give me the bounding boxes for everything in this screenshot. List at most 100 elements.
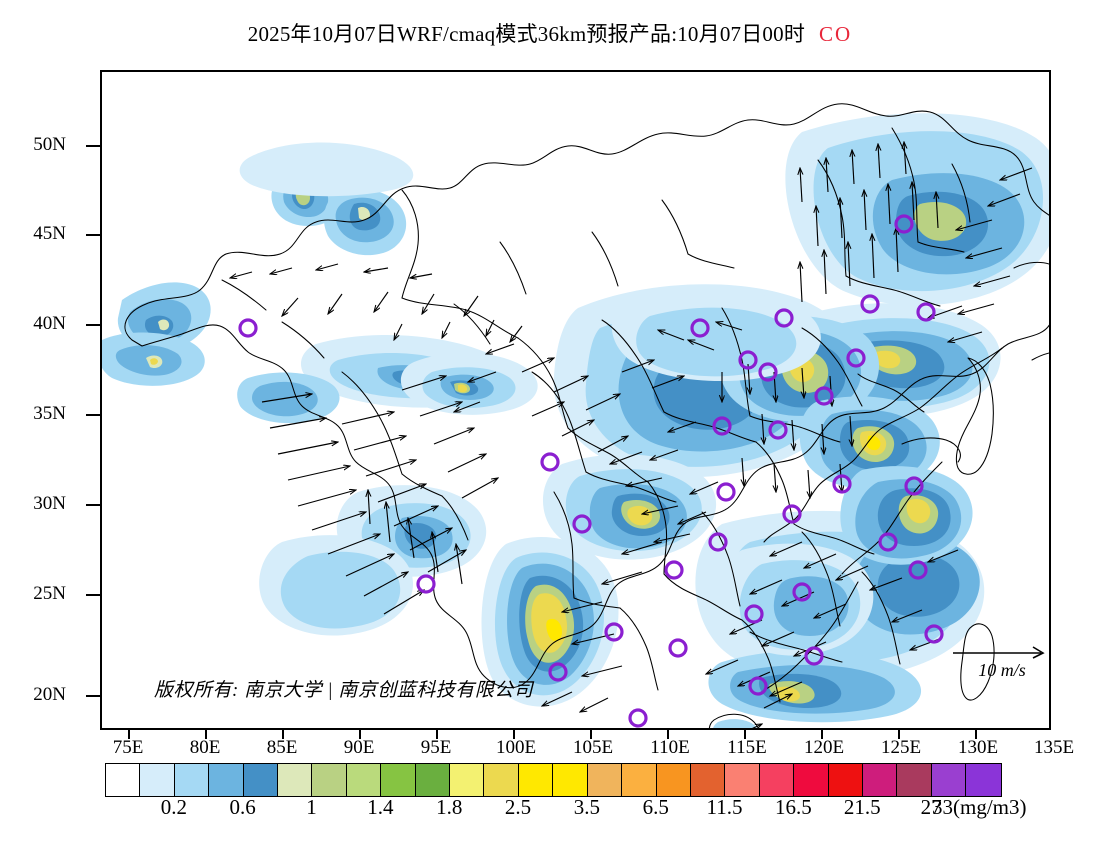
station-marker — [908, 560, 928, 580]
map-canvas — [102, 103, 1049, 728]
station-marker — [774, 308, 794, 328]
station-marker — [758, 362, 778, 382]
colorbar-cell-14 — [587, 764, 623, 796]
colorbar-label-5: 2.5 — [504, 795, 532, 819]
station-marker — [540, 452, 560, 472]
colorbar-cell-19 — [759, 764, 795, 796]
x-axis-label-125E: 125E — [880, 737, 922, 758]
station-marker — [748, 676, 768, 696]
colorbar-label-4: 1.8 — [436, 795, 463, 819]
colorbar-label-8: 11.5 — [706, 795, 743, 819]
wind-scale-arrow-icon — [953, 646, 1045, 659]
colorbar-tick-labels: 0.2 0.6 1 1.4 1.8 2.5 3.5 6.5 11.5 16.5 21.5 27 33(m… — [0, 795, 1100, 824]
y-axis-tick-50N — [86, 145, 100, 147]
station-marker — [894, 214, 914, 234]
x-axis-label-130E: 130E — [957, 737, 999, 758]
colorbar-cell-21 — [828, 764, 863, 796]
station-marker — [738, 350, 758, 370]
wind-scale-key: 10 m/s — [947, 642, 1049, 690]
station-marker — [804, 646, 824, 666]
copyright-notice: 版权所有: 南京大学 | 南京创蓝科技有限公司 — [154, 680, 534, 701]
x-axis-tick-110E — [667, 730, 669, 739]
colorbar-cell-8 — [381, 764, 416, 796]
y-axis-label-30N: 30N — [33, 493, 66, 514]
x-axis-tick-75E — [128, 730, 130, 739]
colorbar-cell-13 — [553, 764, 588, 796]
x-axis-label-105E: 105E — [572, 737, 614, 758]
x-axis-tick-85E — [282, 730, 284, 739]
station-marker — [712, 416, 732, 436]
y-axis-tick-30N — [86, 504, 100, 506]
x-axis-tick-90E — [359, 730, 361, 739]
colorbar-cell-2 — [174, 764, 210, 796]
page-title: 2025年10月07日WRF/cmaq模式36km预报产品:10月07日00时 C… — [0, 18, 1100, 48]
colorbar-cell-11 — [484, 764, 519, 796]
colorbar-label-9: 16.5 — [775, 795, 812, 819]
x-axis-label-75E: 75E — [112, 737, 144, 758]
x-axis-tick-80E — [205, 730, 207, 739]
colorbar-cell-17 — [690, 764, 726, 796]
x-axis-tick-100E — [513, 730, 515, 739]
colorbar-cell-25 — [966, 764, 1001, 796]
y-axis-tick-35N — [86, 414, 100, 416]
x-axis-tick-105E — [590, 730, 592, 739]
y-axis-label-40N: 40N — [33, 313, 66, 334]
colorbar[interactable] — [105, 763, 1002, 797]
y-axis-tick-45N — [86, 234, 100, 236]
x-axis-label-110E: 110E — [650, 737, 690, 758]
colorbar-label-2: 1 — [306, 795, 317, 819]
colorbar-cell-7 — [346, 764, 382, 796]
station-marker — [572, 514, 592, 534]
y-axis-label-50N: 50N — [33, 134, 66, 155]
x-axis-tick-120E — [821, 730, 823, 739]
co-concentration-field — [102, 113, 1049, 728]
colorbar-cell-16 — [656, 764, 691, 796]
y-axis-tick-20N — [86, 695, 100, 697]
station-marker — [664, 560, 684, 580]
station-marker — [768, 420, 788, 440]
title-species-text: CO — [819, 22, 853, 46]
x-axis-label-115E: 115E — [727, 737, 767, 758]
colorbar-cell-12 — [518, 764, 554, 796]
wind-scale-label: 10 m/s — [978, 660, 1026, 680]
colorbar-label-1: 0.6 — [229, 795, 256, 819]
station-marker — [416, 574, 436, 594]
colorbar-cell-6 — [312, 764, 347, 796]
colorbar-cell-5 — [278, 764, 313, 796]
station-marker — [860, 294, 880, 314]
x-axis-label-80E: 80E — [189, 737, 221, 758]
colorbar-cell-3 — [209, 764, 244, 796]
y-axis-label-25N: 25N — [33, 583, 66, 604]
x-axis-tick-125E — [898, 730, 900, 739]
station-marker — [782, 504, 802, 524]
station-marker — [792, 582, 812, 602]
station-marker — [690, 318, 710, 338]
wind-vector-field — [230, 142, 1033, 728]
colorbar-cell-22 — [862, 764, 898, 796]
x-axis-tick-95E — [436, 730, 438, 739]
station-marker — [814, 386, 834, 406]
colorbar-label-12: 33(mg/m3) — [932, 795, 1027, 819]
y-axis-label-20N: 20N — [33, 684, 66, 705]
map-plot-frame[interactable]: 版权所有: 南京大学 | 南京创蓝科技有限公司 10 m/s — [100, 70, 1051, 730]
colorbar-label-0: 0.2 — [160, 795, 187, 819]
colorbar-label-3: 1.4 — [367, 795, 394, 819]
colorbar-cell-9 — [415, 764, 451, 796]
station-marker — [744, 604, 764, 624]
station-marker — [628, 708, 648, 728]
station-marker — [924, 624, 944, 644]
colorbar-label-6: 3.5 — [573, 795, 600, 819]
colorbar-cell-15 — [622, 764, 657, 796]
colorbar-cell-0 — [106, 764, 141, 796]
station-marker — [832, 474, 852, 494]
colorbar-label-10: 21.5 — [843, 795, 881, 819]
y-axis-label-35N: 35N — [33, 403, 66, 424]
x-axis-label-135E: 135E — [1033, 737, 1075, 758]
station-marker-group[interactable] — [238, 214, 944, 728]
station-marker — [904, 476, 924, 496]
colorbar-cell-24 — [931, 764, 967, 796]
colorbar-label-11: 27 — [920, 795, 942, 819]
colorbar-cell-20 — [794, 764, 829, 796]
colorbar-cell-1 — [140, 764, 175, 796]
